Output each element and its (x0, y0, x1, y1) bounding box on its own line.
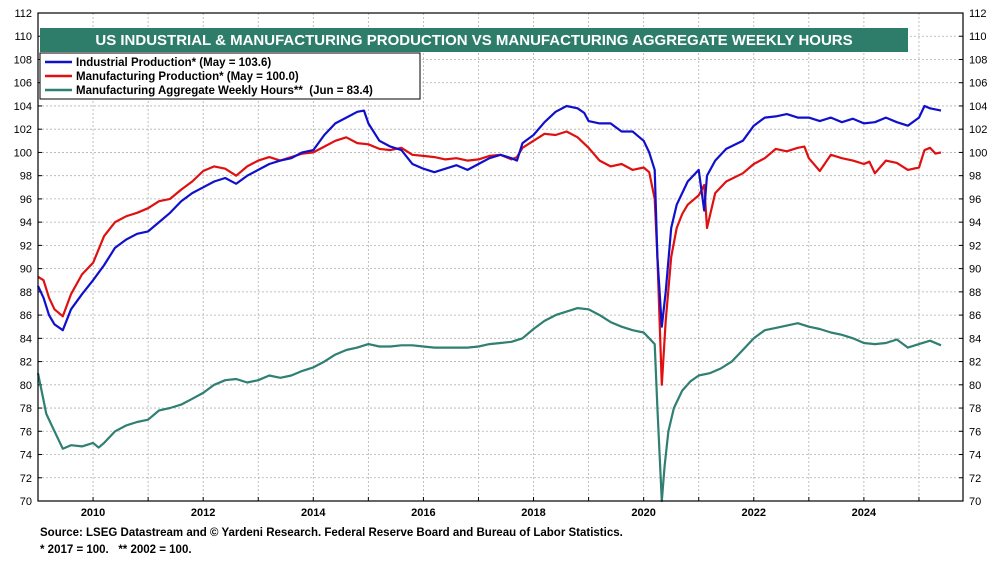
y-tick-label-left: 92 (20, 240, 32, 252)
y-tick-label-left: 104 (14, 101, 32, 113)
legend-label-hours: Manufacturing Aggregate Weekly Hours** (… (76, 85, 373, 97)
y-tick-label-left: 80 (20, 380, 32, 392)
series-line-manufacturing (37, 130, 942, 386)
series-lines (36, 104, 942, 503)
y-tick-label-left: 72 (20, 473, 32, 485)
y-tick-label-right: 112 (969, 8, 987, 20)
x-tick-label: 2024 (852, 507, 877, 519)
y-tick-label-left: 86 (20, 310, 32, 322)
y-tick-label-left: 96 (20, 194, 32, 206)
y-tick-label-left: 94 (20, 217, 32, 229)
y-tick-label-right: 96 (969, 194, 981, 206)
y-axis-left: 70 72 74 76 78 80 82 84 86 88 90 92 94 96 98 100 102 104 1… (14, 8, 42, 508)
y-tick-label-left: 76 (20, 426, 32, 438)
y-tick-label-right: 102 (969, 124, 987, 136)
y-tick-label-right: 110 (969, 31, 987, 43)
x-axis: 2010 2012 2014 2016 2018 2020 2022 2024 (37, 497, 920, 519)
y-tick-label-left: 88 (20, 287, 32, 299)
x-tick-label: 2014 (301, 507, 326, 519)
y-tick-label-right: 70 (969, 496, 981, 508)
chart-title: US INDUSTRIAL & MANUFACTURING PRODUCTION… (95, 32, 852, 49)
y-tick-label-right: 104 (969, 101, 987, 113)
x-tick-label: 2022 (742, 507, 766, 519)
y-tick-label-right: 98 (969, 171, 981, 183)
y-tick-label-right: 86 (969, 310, 981, 322)
y-axis-right: 70 72 74 76 78 80 82 84 86 88 90 92 94 96 98 100 102 104 1… (959, 8, 987, 508)
y-tick-label-left: 102 (14, 124, 32, 136)
plot-frame (37, 12, 964, 502)
y-tick-label-right: 90 (969, 264, 981, 276)
y-tick-label-right: 76 (969, 426, 981, 438)
y-tick-label-right: 100 (969, 147, 987, 159)
y-tick-label-right: 84 (969, 333, 981, 345)
y-tick-label-right: 74 (969, 450, 981, 462)
y-tick-label-left: 98 (20, 171, 32, 183)
y-tick-label-left: 112 (14, 8, 32, 20)
chart-title-background (40, 28, 908, 52)
y-tick-label-right: 82 (969, 357, 981, 369)
y-tick-label-left: 90 (20, 264, 32, 276)
y-tick-label-right: 94 (969, 217, 981, 229)
y-tick-label-right: 106 (969, 78, 987, 90)
y-tick-label-left: 108 (14, 54, 32, 66)
legend: Industrial Production* (May = 103.6) Man… (39, 52, 421, 100)
series-line-hours (36, 307, 942, 503)
x-tick-label: 2020 (631, 507, 655, 519)
y-tick-label-left: 74 (20, 450, 32, 462)
source-note: Source: LSEG Datastream and © Yardeni Re… (40, 527, 623, 539)
legend-label-manufacturing: Manufacturing Production* (May = 100.0) (76, 71, 299, 83)
y-tick-label-left: 82 (20, 357, 32, 369)
y-tick-label-left: 84 (20, 333, 32, 345)
y-tick-label-left: 110 (14, 31, 32, 43)
y-tick-label-right: 80 (969, 380, 981, 392)
legend-label-industrial: Industrial Production* (May = 103.6) (76, 57, 271, 69)
series-line-industrial (37, 104, 942, 332)
y-tick-label-left: 106 (14, 78, 32, 90)
y-tick-label-left: 70 (20, 496, 32, 508)
x-tick-label: 2018 (521, 507, 545, 519)
y-tick-label-right: 92 (969, 240, 981, 252)
base-year-note: * 2017 = 100. ** 2002 = 100. (40, 544, 192, 556)
y-tick-label-right: 72 (969, 473, 981, 485)
x-tick-label: 2010 (81, 507, 105, 519)
legend-box (39, 52, 421, 100)
x-tick-label: 2012 (191, 507, 215, 519)
y-tick-label-left: 78 (20, 403, 32, 415)
y-tick-label-right: 78 (969, 403, 981, 415)
y-tick-label-left: 100 (14, 147, 32, 159)
y-tick-label-right: 108 (969, 54, 987, 66)
chart-title-box: US INDUSTRIAL & MANUFACTURING PRODUCTION… (40, 28, 908, 52)
x-tick-label: 2016 (411, 507, 435, 519)
y-tick-label-right: 88 (969, 287, 981, 299)
